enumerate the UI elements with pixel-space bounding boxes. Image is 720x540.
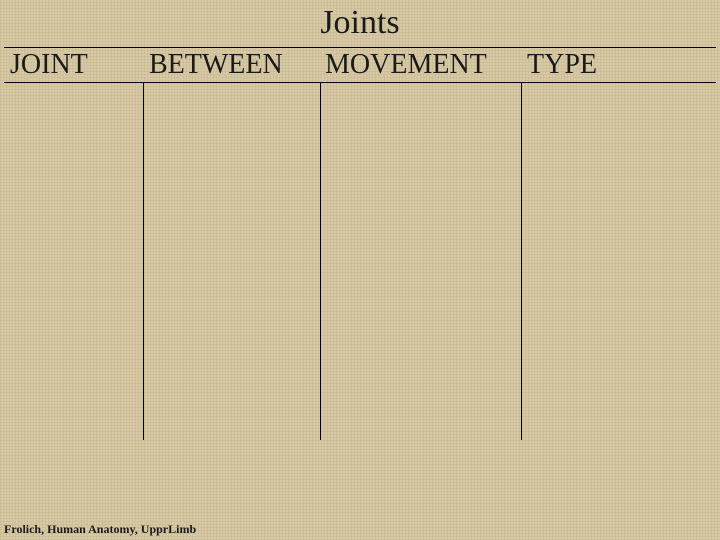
table-header-rule <box>4 82 716 83</box>
column-header-between: BETWEEN <box>149 49 283 81</box>
page-title: Joints <box>0 4 720 42</box>
table-top-rule <box>4 47 716 48</box>
footer-citation: Frolich, Human Anatomy, UpprLimb <box>4 522 196 537</box>
column-header-type: TYPE <box>527 49 597 81</box>
column-divider-1 <box>143 82 144 440</box>
column-header-movement: MOVEMENT <box>325 49 487 81</box>
column-divider-3 <box>521 82 522 440</box>
column-divider-2 <box>320 82 321 440</box>
column-header-joint: JOINT <box>10 49 88 81</box>
